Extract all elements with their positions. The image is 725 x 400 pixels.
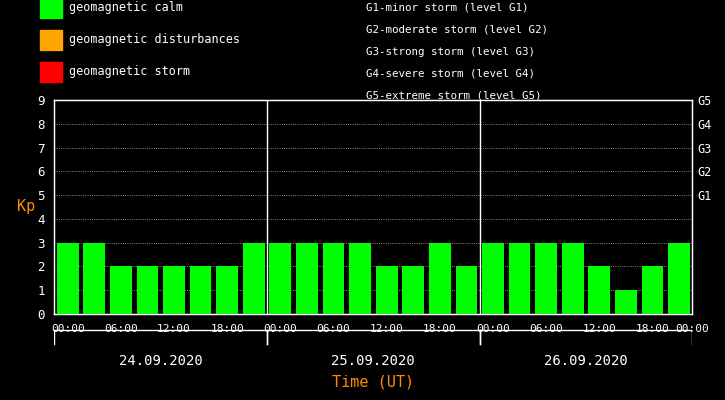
Bar bbox=[40, 62, 62, 82]
Bar bbox=[216, 266, 238, 314]
Text: G3-strong storm (level G3): G3-strong storm (level G3) bbox=[366, 47, 535, 57]
Bar bbox=[455, 266, 477, 314]
Text: G1-minor storm (level G1): G1-minor storm (level G1) bbox=[366, 3, 529, 13]
Text: geomagnetic disturbances: geomagnetic disturbances bbox=[69, 34, 240, 46]
Bar bbox=[270, 243, 291, 314]
Text: G5-extreme storm (level G5): G5-extreme storm (level G5) bbox=[366, 91, 542, 101]
Bar bbox=[562, 243, 584, 314]
Bar bbox=[615, 290, 637, 314]
Bar bbox=[40, 30, 62, 50]
Text: G4-severe storm (level G4): G4-severe storm (level G4) bbox=[366, 69, 535, 79]
Bar bbox=[509, 243, 531, 314]
Bar bbox=[323, 243, 344, 314]
Text: G2-moderate storm (level G2): G2-moderate storm (level G2) bbox=[366, 25, 548, 35]
Bar bbox=[402, 266, 424, 314]
Bar bbox=[136, 266, 158, 314]
Text: 26.09.2020: 26.09.2020 bbox=[544, 354, 628, 368]
Bar bbox=[163, 266, 185, 314]
Bar bbox=[243, 243, 265, 314]
Bar bbox=[376, 266, 397, 314]
Text: geomagnetic storm: geomagnetic storm bbox=[69, 66, 190, 78]
Bar bbox=[482, 243, 504, 314]
Bar bbox=[190, 266, 212, 314]
Bar bbox=[535, 243, 557, 314]
Text: Time (UT): Time (UT) bbox=[332, 374, 415, 390]
Text: 24.09.2020: 24.09.2020 bbox=[119, 354, 202, 368]
Text: 25.09.2020: 25.09.2020 bbox=[331, 354, 415, 368]
Bar bbox=[589, 266, 610, 314]
Bar bbox=[296, 243, 318, 314]
Y-axis label: Kp: Kp bbox=[17, 200, 36, 214]
Bar bbox=[110, 266, 132, 314]
Bar bbox=[642, 266, 663, 314]
Bar bbox=[349, 243, 371, 314]
Bar bbox=[668, 243, 690, 314]
Bar bbox=[83, 243, 105, 314]
Text: geomagnetic calm: geomagnetic calm bbox=[69, 2, 183, 14]
Bar bbox=[40, 0, 62, 18]
Bar bbox=[57, 243, 78, 314]
Bar bbox=[429, 243, 451, 314]
